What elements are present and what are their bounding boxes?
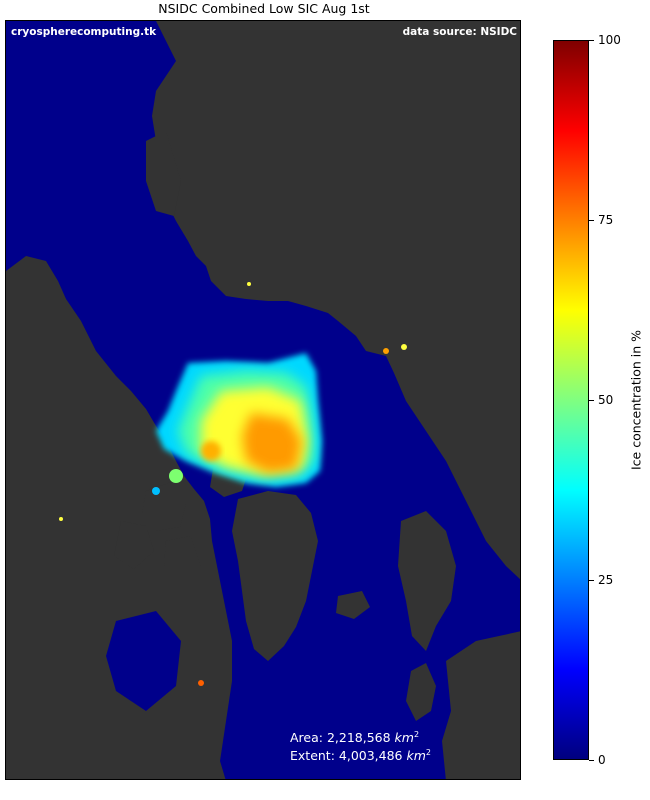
- colorbar: [553, 40, 589, 760]
- ice-patch: [169, 469, 183, 483]
- land-uk: [406, 663, 436, 721]
- ice-patch: [201, 441, 221, 461]
- land-europe: [442, 631, 520, 779]
- extent-unit: km: [406, 748, 426, 764]
- ice-peak: [242, 413, 302, 473]
- land-iceland: [336, 591, 370, 619]
- ice-stats: Area: 2,218,568 km2 Extent: 4,003,486 km…: [290, 727, 431, 763]
- colorbar-label: Ice concentration in %: [628, 329, 644, 471]
- colorbar-tick: [589, 39, 594, 41]
- ice-patch: [152, 487, 160, 495]
- ice-patch: [198, 680, 204, 686]
- ice-patch: [247, 282, 251, 286]
- colorbar-tick-label: 75: [598, 213, 614, 227]
- ice-patch: [383, 348, 389, 354]
- sea-ice-map: cryospherecomputing.tk data source: NSID…: [5, 20, 521, 780]
- ice-patch: [401, 344, 407, 350]
- sea-ice-layer: [59, 282, 407, 686]
- land-scandinavia: [398, 511, 456, 651]
- colorbar-tick-label: 0: [598, 753, 606, 767]
- colorbar-tick-label: 50: [598, 393, 614, 407]
- ice-patch: [59, 517, 63, 521]
- map-title: NSIDC Combined Low SIC Aug 1st: [158, 1, 370, 16]
- colorbar-tick: [589, 579, 594, 581]
- extent-stat: Extent: 4,003,486 km2: [290, 745, 431, 763]
- colorbar-tick: [589, 399, 594, 401]
- map-canvas: cryospherecomputing.tk data source: NSID…: [6, 21, 520, 779]
- area-value: Area: 2,218,568: [290, 730, 395, 746]
- land-archipelago-3: [164, 536, 201, 581]
- colorbar-tick-label: 100: [598, 33, 621, 47]
- area-stat: Area: 2,218,568 km2: [290, 727, 431, 745]
- area-unit-power: 2: [413, 730, 420, 739]
- water-hudson-bay: [106, 611, 181, 711]
- land-eurasia: [152, 21, 520, 580]
- extent-unit-power: 2: [425, 748, 432, 758]
- extent-value: Extent: 4,003,486: [290, 748, 407, 764]
- area-unit: km: [394, 730, 414, 746]
- credit-right: data source: NSIDC: [403, 26, 518, 38]
- colorbar-tick-label: 25: [598, 573, 614, 587]
- land-taymyr: [146, 131, 181, 216]
- credit-left: cryospherecomputing.tk: [11, 26, 157, 38]
- land-archipelago-2: [114, 521, 154, 569]
- land-greenland: [232, 491, 318, 661]
- colorbar-tick: [589, 759, 594, 761]
- colorbar-tick: [589, 219, 594, 221]
